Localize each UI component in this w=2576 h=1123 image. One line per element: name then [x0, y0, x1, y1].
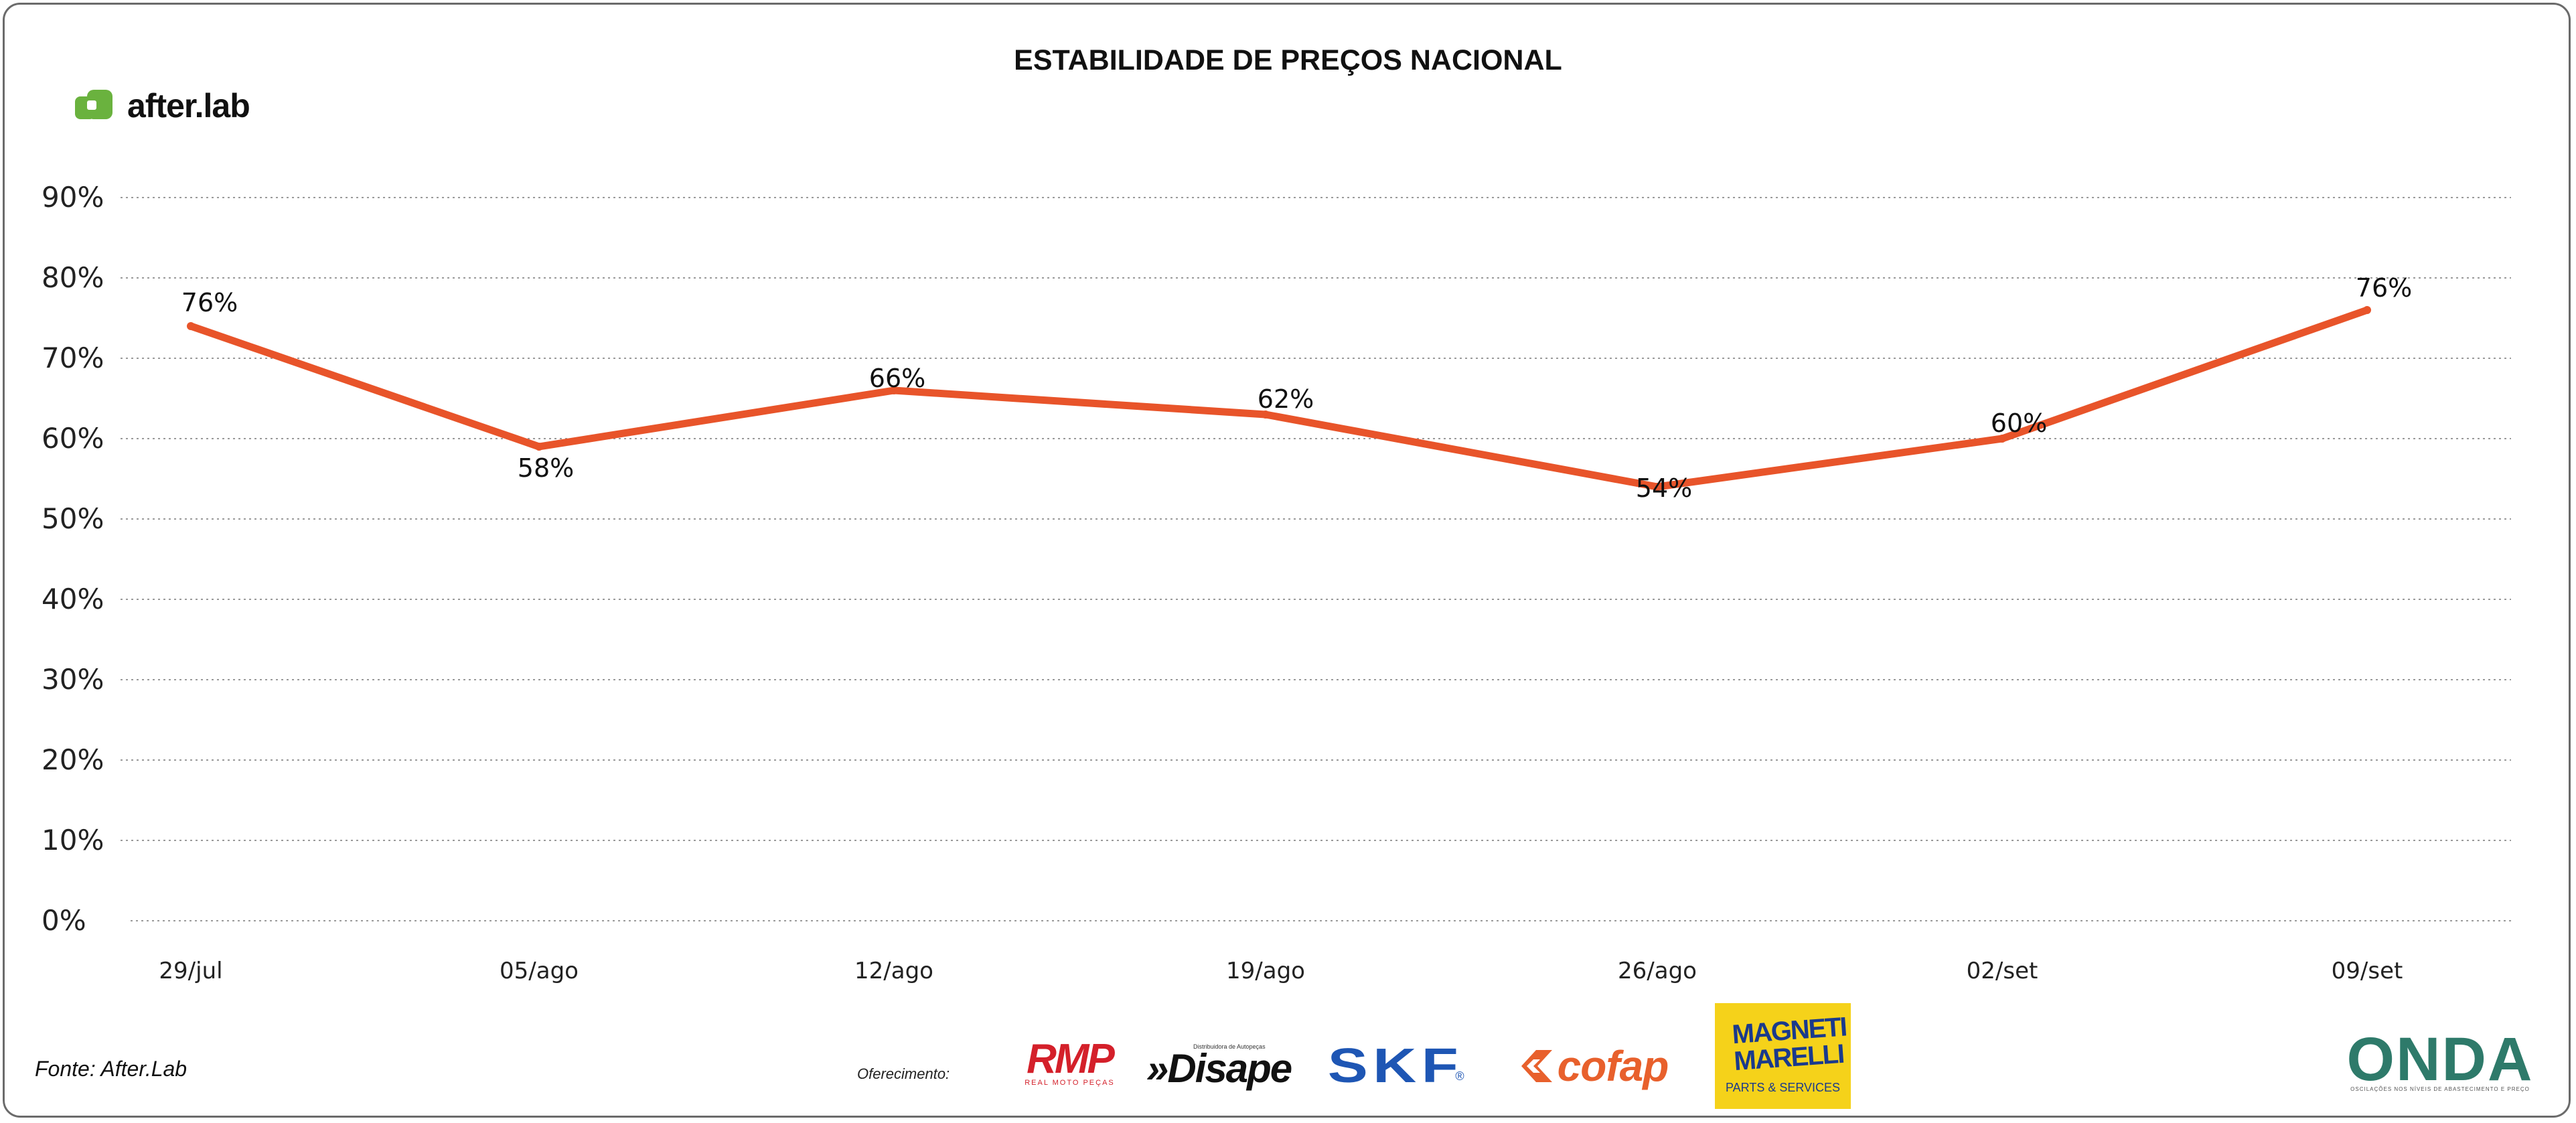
after-lab-brand: after.lab: [75, 87, 250, 125]
cofap-logo-text: cofap: [1557, 1042, 1669, 1090]
y-tick-label: 50%: [42, 502, 104, 535]
x-tick-label: 12/ago: [854, 958, 933, 984]
data-label: 76%: [2356, 273, 2412, 303]
rmp-logo-text: RMP: [1027, 1036, 1115, 1082]
data-point: [187, 322, 195, 330]
disape-logo-text: »Disape: [1146, 1046, 1292, 1091]
y-tick-label: 10%: [42, 824, 104, 856]
y-tick-label: 90%: [42, 181, 104, 214]
chart-title: ESTABILIDADE DE PREÇOS NACIONAL: [1014, 44, 1562, 76]
y-axis: 0% 10% 20% 30% 40% 50% 60% 70% 80% 90%: [42, 181, 104, 937]
x-axis: 29/jul 05/ago 12/ago 19/ago 26/ago 02/set 09/s…: [159, 958, 2403, 984]
y-tick-label: 70%: [42, 342, 104, 374]
data-point: [535, 443, 543, 451]
x-tick-label: 09/set: [2332, 958, 2403, 984]
data-point: [2363, 306, 2371, 314]
cofap-mark-icon: [1521, 1050, 1552, 1082]
magneti-marelli-logo: MAGNETI MARELLI PARTS & SERVICES: [1715, 1003, 1851, 1109]
disape-logo: Distribuidora de Autopeças »Disape: [1146, 1041, 1300, 1090]
x-tick-label: 05/ago: [500, 958, 579, 984]
magneti-marelli-tagline: PARTS & SERVICES: [1725, 1080, 1841, 1094]
chart-frame: [3, 3, 2571, 1118]
after-lab-logo-icon: [75, 90, 112, 119]
cofap-logo: cofap: [1497, 1042, 1687, 1090]
onda-logo-text: ONDA: [2346, 1025, 2534, 1094]
data-point: [1653, 483, 1661, 491]
rmp-tagline: REAL MOTO PEÇAS: [1025, 1079, 1115, 1087]
data-label: 62%: [1258, 384, 1314, 414]
series: [187, 306, 2371, 491]
rmp-logo: RMP REAL MOTO PEÇAS: [1011, 1039, 1128, 1088]
skf-registered-mark: ®: [1455, 1069, 1464, 1083]
x-tick-label: 26/ago: [1618, 958, 1697, 984]
onda-logo: ONDA OSCILAÇÕES NOS NÍVEIS DE ABASTECIME…: [2346, 1025, 2534, 1094]
skf-logo: SKF ®: [1319, 1039, 1487, 1093]
data-label: 76%: [181, 288, 238, 317]
y-tick-label: 0%: [42, 904, 86, 937]
x-tick-label: 29/jul: [159, 958, 222, 984]
x-tick-label: 19/ago: [1226, 958, 1305, 984]
y-tick-label: 20%: [42, 743, 104, 776]
x-tick-label: 02/set: [1967, 958, 2038, 984]
gridlines: [121, 197, 2511, 921]
data-label: 66%: [869, 364, 925, 393]
data-label: 54%: [1636, 473, 1692, 503]
magneti-marelli-logo-text: MAGNETI MARELLI: [1730, 1011, 1847, 1076]
data-labels: 76% 58% 66% 62% 54% 60% 76%: [181, 273, 2412, 503]
y-tick-label: 30%: [42, 663, 104, 696]
brand-name: after.lab: [127, 87, 250, 125]
data-label: 60%: [1991, 408, 2047, 438]
skf-logo-text: SKF: [1328, 1039, 1464, 1093]
onda-tagline: OSCILAÇÕES NOS NÍVEIS DE ABASTECIMENTO E…: [2350, 1085, 2530, 1092]
data-point: [1998, 435, 2006, 443]
y-tick-label: 40%: [42, 583, 104, 615]
data-point: [1262, 410, 1270, 419]
sponsor-label: Oferecimento:: [857, 1065, 950, 1082]
disape-tagline: Distribuidora de Autopeças: [1193, 1043, 1266, 1050]
data-point: [890, 386, 898, 394]
source-note: Fonte: After.Lab: [35, 1057, 187, 1081]
y-tick-label: 60%: [42, 422, 104, 455]
data-label: 58%: [518, 453, 574, 483]
y-tick-label: 80%: [42, 261, 104, 294]
